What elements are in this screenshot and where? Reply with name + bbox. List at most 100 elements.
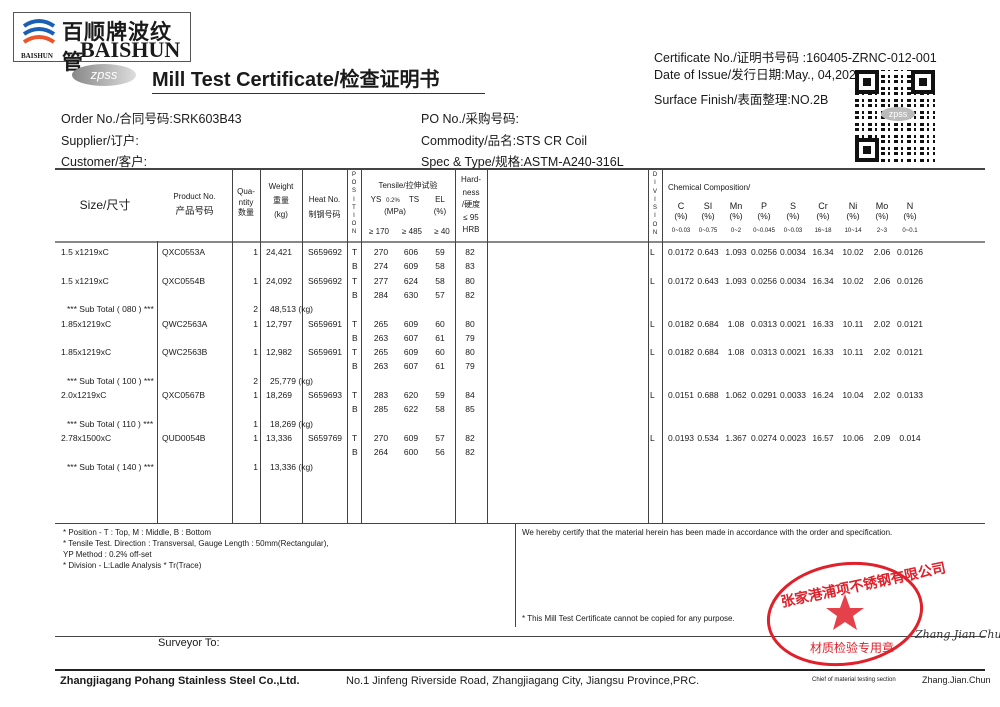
chem-value: 2.02	[873, 318, 891, 329]
ys: 283	[373, 390, 389, 400]
baishun-logo: 百顺牌波纹管 BAISHUN BAISHUN	[13, 12, 191, 74]
weight: 12,982	[266, 347, 292, 358]
logo-small: BAISHUN	[21, 52, 53, 60]
position: B	[352, 361, 358, 372]
logo-en: BAISHUN	[80, 37, 181, 62]
po-no: PO No./采购号码:	[421, 112, 519, 126]
size: 2.0x1219xC	[61, 390, 107, 400]
chem-value: 0.0126	[897, 275, 923, 286]
ts: 607	[403, 332, 419, 343]
position: B	[352, 332, 358, 343]
hrb: 82	[465, 432, 475, 443]
quantity: 1	[253, 275, 258, 286]
ts: 607	[403, 361, 419, 372]
position: T	[352, 347, 358, 358]
chem-value: 1.08	[727, 347, 745, 358]
table-divider	[361, 169, 362, 523]
subtotal-weight: 48,513 (kg)	[270, 304, 313, 315]
product-no: QXC0554B	[162, 275, 205, 286]
chem-value: 10.11	[842, 318, 864, 329]
chem-header-unit: (%)	[729, 211, 743, 221]
subtotal-label: *** Sub Total ( 140 ) ***	[67, 461, 154, 472]
chem-header-el: SI	[703, 201, 713, 211]
table-divider	[157, 241, 158, 523]
chem-value: 2.09	[873, 432, 891, 443]
chem-header-unit: (%)	[701, 211, 715, 221]
el: 57	[435, 432, 445, 443]
table-divider	[487, 169, 488, 523]
chem-value: 10.02	[842, 247, 864, 257]
header-position: P O S I T I O N	[351, 172, 357, 236]
chem-header-range: 0~0.03	[783, 228, 803, 234]
chem-value: 1.093	[725, 247, 747, 257]
chem-header-el: Mo	[875, 201, 889, 211]
chem-header-unit: (%)	[903, 211, 917, 221]
ys: 263	[373, 361, 389, 372]
chem-header-el: S	[789, 201, 796, 211]
hrb: 83	[465, 261, 475, 272]
chem-header-unit: (%)	[786, 211, 800, 221]
division: L	[650, 275, 655, 286]
ys: 277	[373, 275, 389, 286]
el: 59	[435, 247, 445, 257]
notes: * Position - T : Top, M : Middle, B : Bo…	[63, 527, 329, 571]
quantity: 1	[253, 390, 258, 400]
chem-header-el: N	[906, 201, 914, 211]
chem-value: 16.34	[812, 247, 834, 257]
header-quantity: Qua- ntity 数量	[237, 187, 255, 217]
size: 1.85x1219xC	[61, 318, 112, 329]
ys: 264	[373, 447, 389, 458]
note-line: * Division - L:Ladle Analysis * Tr(Trace…	[63, 561, 202, 570]
header-ys: YS	[370, 195, 382, 204]
subtotal-qty: 2	[253, 375, 258, 386]
header-size: Size/尺寸	[79, 198, 131, 212]
size: 2.78x1500xC	[61, 432, 112, 443]
header-ys-sub: 0.2%	[386, 198, 400, 204]
chem-value: 0.0313	[751, 318, 777, 329]
ts: 620	[403, 390, 419, 400]
el: 59	[435, 390, 445, 400]
chem-value: 0.0021	[780, 318, 806, 329]
table-divider	[648, 169, 649, 523]
el: 61	[435, 361, 445, 372]
chem-header-unit: (%)	[757, 211, 771, 221]
table-divider	[455, 169, 456, 523]
ts-min: ≥ 485	[402, 227, 422, 236]
chem-value: 0.0126	[897, 247, 923, 257]
chem-value: 0.0256	[751, 275, 777, 286]
quantity: 1	[253, 432, 258, 443]
hrb: 82	[465, 289, 475, 300]
chem-value: 2.06	[873, 275, 891, 286]
subtotal-qty: 1	[253, 461, 258, 472]
ys: 265	[373, 318, 389, 329]
chem-value: 0.643	[697, 247, 719, 257]
chem-header-el: C	[677, 201, 685, 211]
chem-value: 0.684	[697, 347, 719, 358]
hrb: 85	[465, 404, 475, 415]
chem-value: 0.0021	[780, 347, 806, 358]
chem-header-range: 0~0.1	[902, 228, 918, 234]
chem-header-range: 2~3	[876, 228, 888, 234]
chem-value: 1.367	[725, 432, 747, 443]
weight: 13,336	[266, 432, 292, 443]
ts: 609	[403, 432, 419, 443]
chem-value: 0.0193	[668, 432, 694, 443]
commodity: Commodity/品名:STS CR Coil	[421, 134, 587, 148]
weight: 18,269	[266, 390, 292, 400]
table-divider	[302, 169, 303, 523]
subtotal-label: *** Sub Total ( 100 ) ***	[67, 375, 154, 386]
product-no: QUD0054B	[162, 432, 206, 443]
ts: 609	[403, 261, 419, 272]
hrb: 82	[465, 247, 475, 257]
header-weight: Weight 重量 (kg)	[268, 182, 294, 219]
el: 56	[435, 447, 445, 458]
ys: 285	[373, 404, 389, 415]
heat-no: S659692	[308, 275, 343, 286]
chem-value: 0.0256	[751, 247, 777, 257]
hrb: 84	[465, 390, 475, 400]
el: 58	[435, 404, 445, 415]
chem-value: 16.34	[812, 275, 834, 286]
product-no: QXC0567B	[162, 390, 205, 400]
chem-value: 0.0034	[780, 275, 806, 286]
ts: 609	[403, 347, 419, 358]
